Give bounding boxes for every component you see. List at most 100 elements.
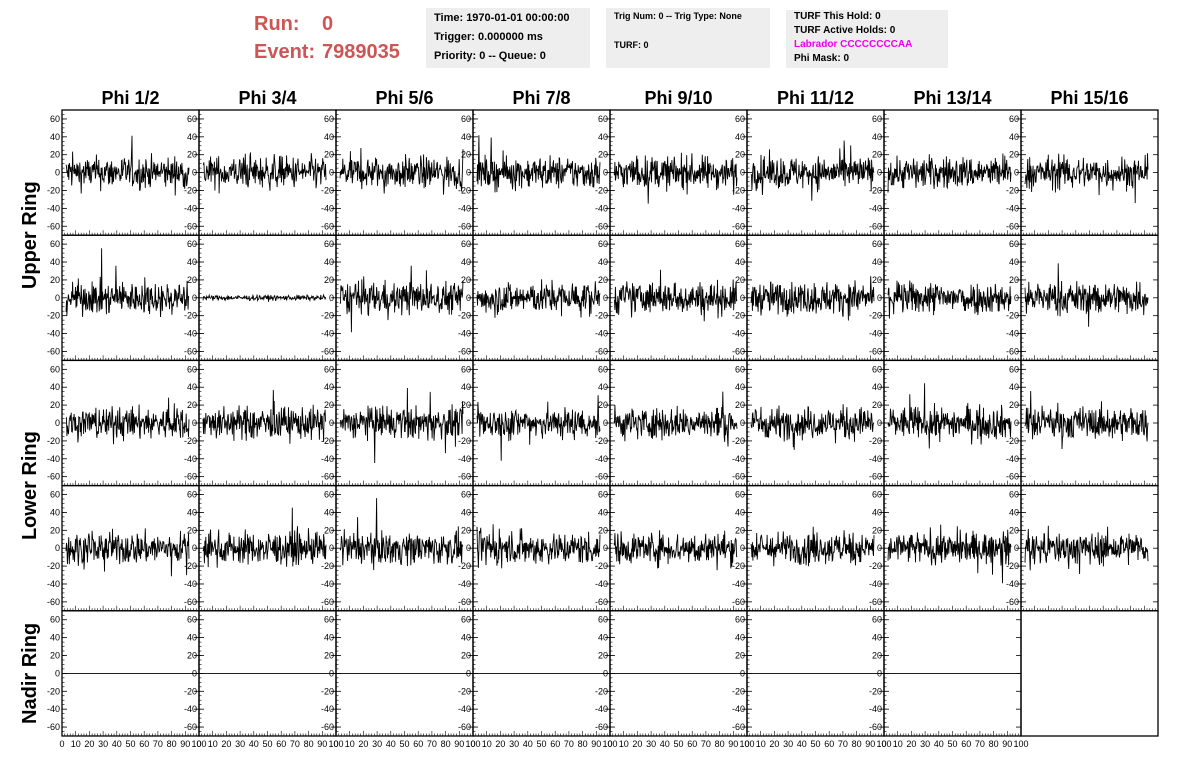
y-tick-label: 40 — [872, 132, 882, 142]
y-tick-label: 0 — [877, 168, 882, 178]
ring-label-3: Nadir Ring — [19, 623, 41, 724]
y-tick-label: 60 — [50, 239, 60, 249]
x-tick-label: 0 — [196, 739, 201, 749]
y-tick-label: -40 — [595, 329, 608, 339]
waveform-line — [476, 135, 601, 193]
x-tick-label: 60 — [550, 739, 560, 749]
y-tick-label: 40 — [1009, 507, 1019, 517]
x-tick-label: 100 — [602, 739, 617, 749]
y-tick-label: 60 — [187, 364, 197, 374]
y-tick-label: 40 — [598, 382, 608, 392]
trigger-text: Trigger: 0.000000 ms — [434, 31, 543, 43]
x-tick-label: 10 — [756, 739, 766, 749]
y-tick-label: -40 — [47, 454, 60, 464]
y-tick-label: 0 — [466, 668, 471, 678]
x-tick-label: 80 — [304, 739, 314, 749]
y-tick-label: 40 — [872, 382, 882, 392]
y-tick-label: 20 — [735, 275, 745, 285]
x-tick-label: 0 — [607, 739, 612, 749]
y-tick-label: 0 — [1014, 418, 1019, 428]
y-tick-label: 60 — [598, 490, 608, 500]
y-tick-label: -40 — [458, 454, 471, 464]
x-tick-label: 20 — [495, 739, 505, 749]
y-tick-label: 40 — [50, 507, 60, 517]
run-event-box: Run: 0 Event: 7989035 — [254, 10, 400, 66]
y-tick-label: 40 — [324, 633, 334, 643]
y-tick-label: 40 — [50, 382, 60, 392]
y-tick-label: -40 — [869, 704, 882, 714]
y-tick-label: -20 — [184, 311, 197, 321]
y-tick-label: 20 — [735, 525, 745, 535]
y-tick-label: 60 — [1009, 364, 1019, 374]
y-tick-label: 0 — [603, 418, 608, 428]
turf-active-holds: TURF Active Holds: 0 — [794, 25, 896, 36]
y-tick-label: 60 — [461, 615, 471, 625]
labrador-text: Labrador CCCCCCCCAA — [794, 39, 913, 50]
y-tick-label: 0 — [1014, 168, 1019, 178]
y-tick-label: 40 — [461, 507, 471, 517]
y-tick-label: 0 — [329, 543, 334, 553]
y-tick-label: 0 — [329, 168, 334, 178]
y-tick-label: 0 — [466, 543, 471, 553]
y-tick-label: 0 — [1014, 543, 1019, 553]
y-tick-label: 60 — [735, 239, 745, 249]
y-tick-label: -60 — [732, 346, 745, 356]
y-tick-label: 0 — [329, 293, 334, 303]
y-tick-label: -60 — [458, 597, 471, 607]
x-tick-label: 10 — [619, 739, 629, 749]
y-tick-label: -20 — [869, 185, 882, 195]
x-tick-label: 90 — [591, 739, 601, 749]
y-tick-label: 0 — [1014, 293, 1019, 303]
y-tick-label: -60 — [184, 597, 197, 607]
x-tick-label: 10 — [482, 739, 492, 749]
y-tick-label: -20 — [321, 185, 334, 195]
y-tick-label: -20 — [869, 436, 882, 446]
y-tick-label: 60 — [461, 364, 471, 374]
x-tick-label: 10 — [71, 739, 81, 749]
y-tick-label: -60 — [321, 722, 334, 732]
column-title-4: Phi 7/8 — [512, 88, 570, 108]
y-tick-label: -20 — [321, 686, 334, 696]
waveform-line — [476, 524, 601, 569]
waveform-line — [613, 152, 738, 204]
y-tick-label: 40 — [1009, 257, 1019, 267]
x-tick-label: 0 — [333, 739, 338, 749]
x-tick-label: 20 — [221, 739, 231, 749]
y-tick-label: -40 — [458, 203, 471, 213]
y-tick-label: 60 — [187, 615, 197, 625]
y-tick-label: 60 — [735, 490, 745, 500]
y-tick-label: -40 — [732, 329, 745, 339]
y-tick-label: 40 — [187, 633, 197, 643]
y-tick-label: 40 — [872, 257, 882, 267]
y-tick-label: -40 — [184, 329, 197, 339]
turf-text: TURF: 0 — [614, 40, 649, 50]
turf-info-box: TURF This Hold: 0 TURF Active Holds: 0 L… — [786, 10, 948, 68]
x-tick-label: 20 — [358, 739, 368, 749]
y-tick-label: 60 — [324, 615, 334, 625]
x-tick-label: 30 — [646, 739, 656, 749]
y-tick-label: 60 — [50, 615, 60, 625]
y-tick-label: 40 — [461, 132, 471, 142]
y-tick-label: -40 — [1006, 329, 1019, 339]
x-tick-label: 10 — [893, 739, 903, 749]
x-tick-label: 70 — [975, 739, 985, 749]
waveform-line — [750, 140, 875, 201]
column-title-6: Phi 11/12 — [777, 88, 854, 108]
y-tick-label: -20 — [1006, 436, 1019, 446]
y-tick-label: -40 — [184, 704, 197, 714]
y-tick-label: 20 — [324, 150, 334, 160]
x-tick-label: 50 — [125, 739, 135, 749]
x-tick-label: 80 — [989, 739, 999, 749]
y-tick-label: -60 — [321, 472, 334, 482]
waveform-line — [750, 276, 875, 321]
x-tick-label: 60 — [824, 739, 834, 749]
y-tick-label: -60 — [869, 472, 882, 482]
y-tick-label: -20 — [47, 185, 60, 195]
y-tick-label: -40 — [1006, 454, 1019, 464]
y-tick-label: -40 — [869, 329, 882, 339]
y-tick-label: -20 — [47, 311, 60, 321]
y-tick-label: 20 — [50, 651, 60, 661]
y-tick-label: -60 — [321, 597, 334, 607]
x-tick-label: 100 — [328, 739, 343, 749]
x-tick-label: 60 — [961, 739, 971, 749]
